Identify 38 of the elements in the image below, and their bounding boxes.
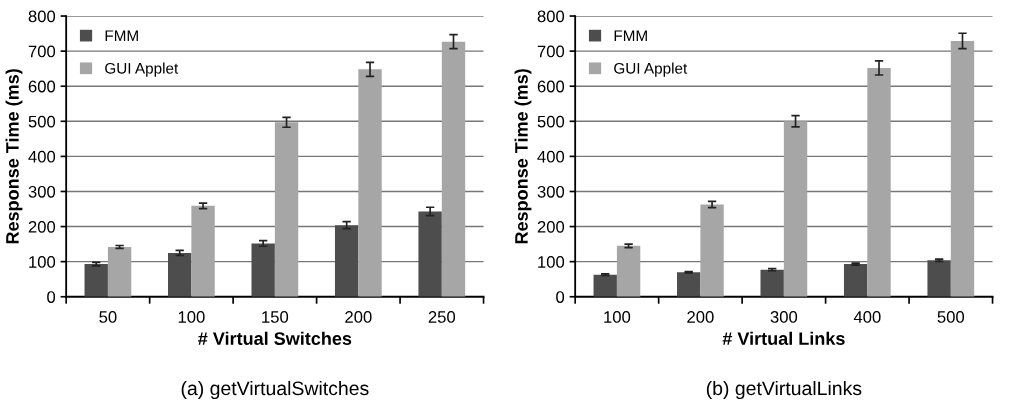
legend-label: FMM [105, 30, 138, 41]
y-tick-label: 100 [29, 256, 56, 268]
text: (a) getVirtualSwitches [181, 380, 369, 400]
y-axis-title: Response Time (ms) [514, 69, 532, 244]
y-tick-label: 700 [537, 45, 565, 58]
x-tick-label: 100 [604, 311, 631, 323]
y-tick-label: 800 [28, 10, 56, 23]
x-tick-label: 500 [937, 311, 965, 323]
x-tick-label: 100 [178, 311, 205, 323]
legend-label: GUI Applet [614, 62, 688, 77]
y-tick-label: 0 [47, 291, 56, 303]
y-tick-label: 500 [28, 115, 56, 128]
y-tick-label: 200 [537, 220, 565, 233]
y-tick-label: 700 [28, 45, 56, 58]
x-tick-label: 200 [687, 311, 714, 323]
y-tick-label: 800 [537, 10, 565, 23]
x-tick-label: 200 [345, 311, 372, 323]
x-tick-label: 150 [262, 311, 289, 323]
x-tick-label: 400 [853, 311, 881, 323]
x-tick-label: 250 [428, 311, 456, 323]
y-tick-label: 400 [28, 150, 56, 163]
y-tick-label: 300 [28, 185, 56, 198]
y-tick-label: 500 [537, 115, 565, 128]
y-tick-label: 600 [537, 80, 565, 93]
y-tick-label: 100 [538, 256, 565, 268]
x-tick-label: 300 [770, 311, 798, 323]
y-tick-label: 0 [556, 291, 565, 303]
x-tick-label: 50 [99, 311, 117, 323]
y-tick-label: 600 [28, 80, 56, 93]
y-tick-label: 200 [28, 220, 56, 233]
text: (b) getVirtualLinks [706, 380, 862, 400]
y-tick-label: 300 [537, 185, 565, 198]
x-axis-title: # Virtual Switches [198, 331, 352, 345]
x-axis-title: # Virtual Links [722, 331, 845, 345]
legend-label: GUI Applet [105, 62, 179, 77]
legend-label: FMM [614, 30, 647, 41]
y-tick-label: 400 [537, 150, 565, 163]
y-axis-title: Response Time (ms) [5, 69, 23, 244]
